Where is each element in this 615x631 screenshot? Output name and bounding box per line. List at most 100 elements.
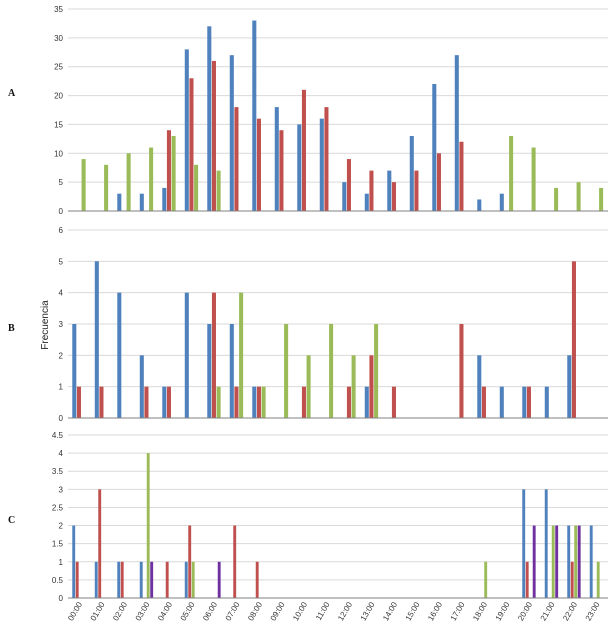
bar-b <box>499 386 504 418</box>
bar-b <box>144 386 149 418</box>
bar-a <box>301 89 306 211</box>
bar-c <box>555 525 559 598</box>
bar-a <box>459 141 464 211</box>
bar-b <box>216 386 221 418</box>
bar-b <box>234 386 239 418</box>
y-tick-label: 5 <box>59 257 64 266</box>
x-tick-label: 01:00 <box>89 600 107 622</box>
bar-c <box>484 561 488 598</box>
bar-c <box>165 561 169 598</box>
bar-a <box>149 147 154 211</box>
y-tick-label: 0.5 <box>52 576 64 585</box>
bar-c <box>522 489 526 598</box>
bar-a <box>436 153 441 211</box>
panel-c: C 0 0.5 1 1.5 2 2.5 3 3.5 4 4.5 <box>8 431 608 603</box>
panel-a-letter: A <box>8 88 16 99</box>
x-tick-label: 03:00 <box>134 600 152 622</box>
x-tick-label: 05:00 <box>179 600 197 622</box>
bar-b <box>477 355 482 418</box>
bar-c <box>574 525 578 598</box>
bar-b <box>239 292 244 418</box>
y-tick-label: 2.5 <box>52 503 64 512</box>
bar-a <box>166 130 171 211</box>
x-tick-label: 15:00 <box>404 600 422 622</box>
panel-b: B 0 1 2 3 4 5 6 <box>8 226 608 423</box>
bar-b <box>522 386 527 418</box>
y-tick-label: 0 <box>59 594 64 603</box>
bar-c <box>570 561 574 598</box>
bar-a <box>432 84 437 211</box>
bar-a <box>342 182 347 211</box>
bar-a <box>279 130 284 211</box>
bar-b <box>346 386 351 418</box>
bar-c <box>150 561 154 598</box>
x-tick-label: 12:00 <box>336 600 354 622</box>
bar-b <box>76 386 81 418</box>
bar-b <box>369 355 374 418</box>
x-tick-label: 02:00 <box>111 600 129 622</box>
bar-b <box>207 324 212 418</box>
x-tick-label: 19:00 <box>494 600 512 622</box>
y-tick-label: 10 <box>54 149 63 158</box>
y-tick-label: 4 <box>59 449 64 458</box>
bar-b <box>481 386 486 418</box>
bar-a <box>554 187 559 211</box>
x-tick-label: 04:00 <box>156 600 174 622</box>
bar-a <box>194 164 199 211</box>
bar-c <box>525 561 529 598</box>
bar-b <box>351 355 356 418</box>
bar-a <box>126 153 131 211</box>
bar-c <box>117 561 121 598</box>
y-tick-label: 2 <box>59 351 64 360</box>
y-tick-label: 3 <box>59 485 64 494</box>
bar-b <box>544 386 549 418</box>
bar-a <box>531 147 536 211</box>
x-tick-label: 00:00 <box>66 600 84 622</box>
bar-a <box>414 170 419 211</box>
x-tick-label: 22:00 <box>561 600 579 622</box>
x-tick-label: 08:00 <box>246 600 264 622</box>
bar-a <box>207 26 212 212</box>
bar-a <box>104 164 109 211</box>
y-tick-label: 15 <box>54 120 63 129</box>
bar-c <box>255 561 259 598</box>
bar-a <box>274 107 279 211</box>
bar-b <box>139 355 144 418</box>
bar-b <box>184 292 189 418</box>
bar-c <box>577 525 581 598</box>
bar-c <box>532 525 536 598</box>
bar-c <box>233 525 237 598</box>
x-tick-label: 18:00 <box>471 600 489 622</box>
bar-a <box>324 107 329 211</box>
y-tick-label: 4.5 <box>52 431 64 440</box>
bar-a <box>369 170 374 211</box>
bar-c <box>191 561 195 598</box>
bar-b <box>301 386 306 418</box>
bar-a <box>189 78 194 211</box>
x-tick-label: 06:00 <box>201 600 219 622</box>
bar-b <box>306 355 311 418</box>
bar-a <box>117 193 122 211</box>
y-tick-label: 0 <box>59 207 64 216</box>
bar-b <box>252 386 257 418</box>
bar-c <box>72 525 76 598</box>
bar-a <box>139 193 144 211</box>
bar-c <box>589 525 593 598</box>
bar-a <box>216 170 221 211</box>
y-tick-label: 5 <box>59 178 64 187</box>
x-tick-label: 11:00 <box>314 600 332 622</box>
y-tick-label: 1.5 <box>52 540 64 549</box>
y-tick-label: 25 <box>54 63 63 72</box>
bar-b <box>162 386 167 418</box>
bar-a <box>509 135 514 211</box>
bar-c <box>596 561 600 598</box>
bar-b <box>166 386 171 418</box>
y-tick-label: 20 <box>54 92 63 101</box>
bar-b <box>72 324 77 418</box>
y-tick-label: 1 <box>59 558 64 567</box>
bar-a <box>387 170 392 211</box>
y-tick-label: 4 <box>59 289 64 298</box>
bar-b <box>229 324 234 418</box>
y-axis-label: Frecuencia <box>40 300 51 350</box>
